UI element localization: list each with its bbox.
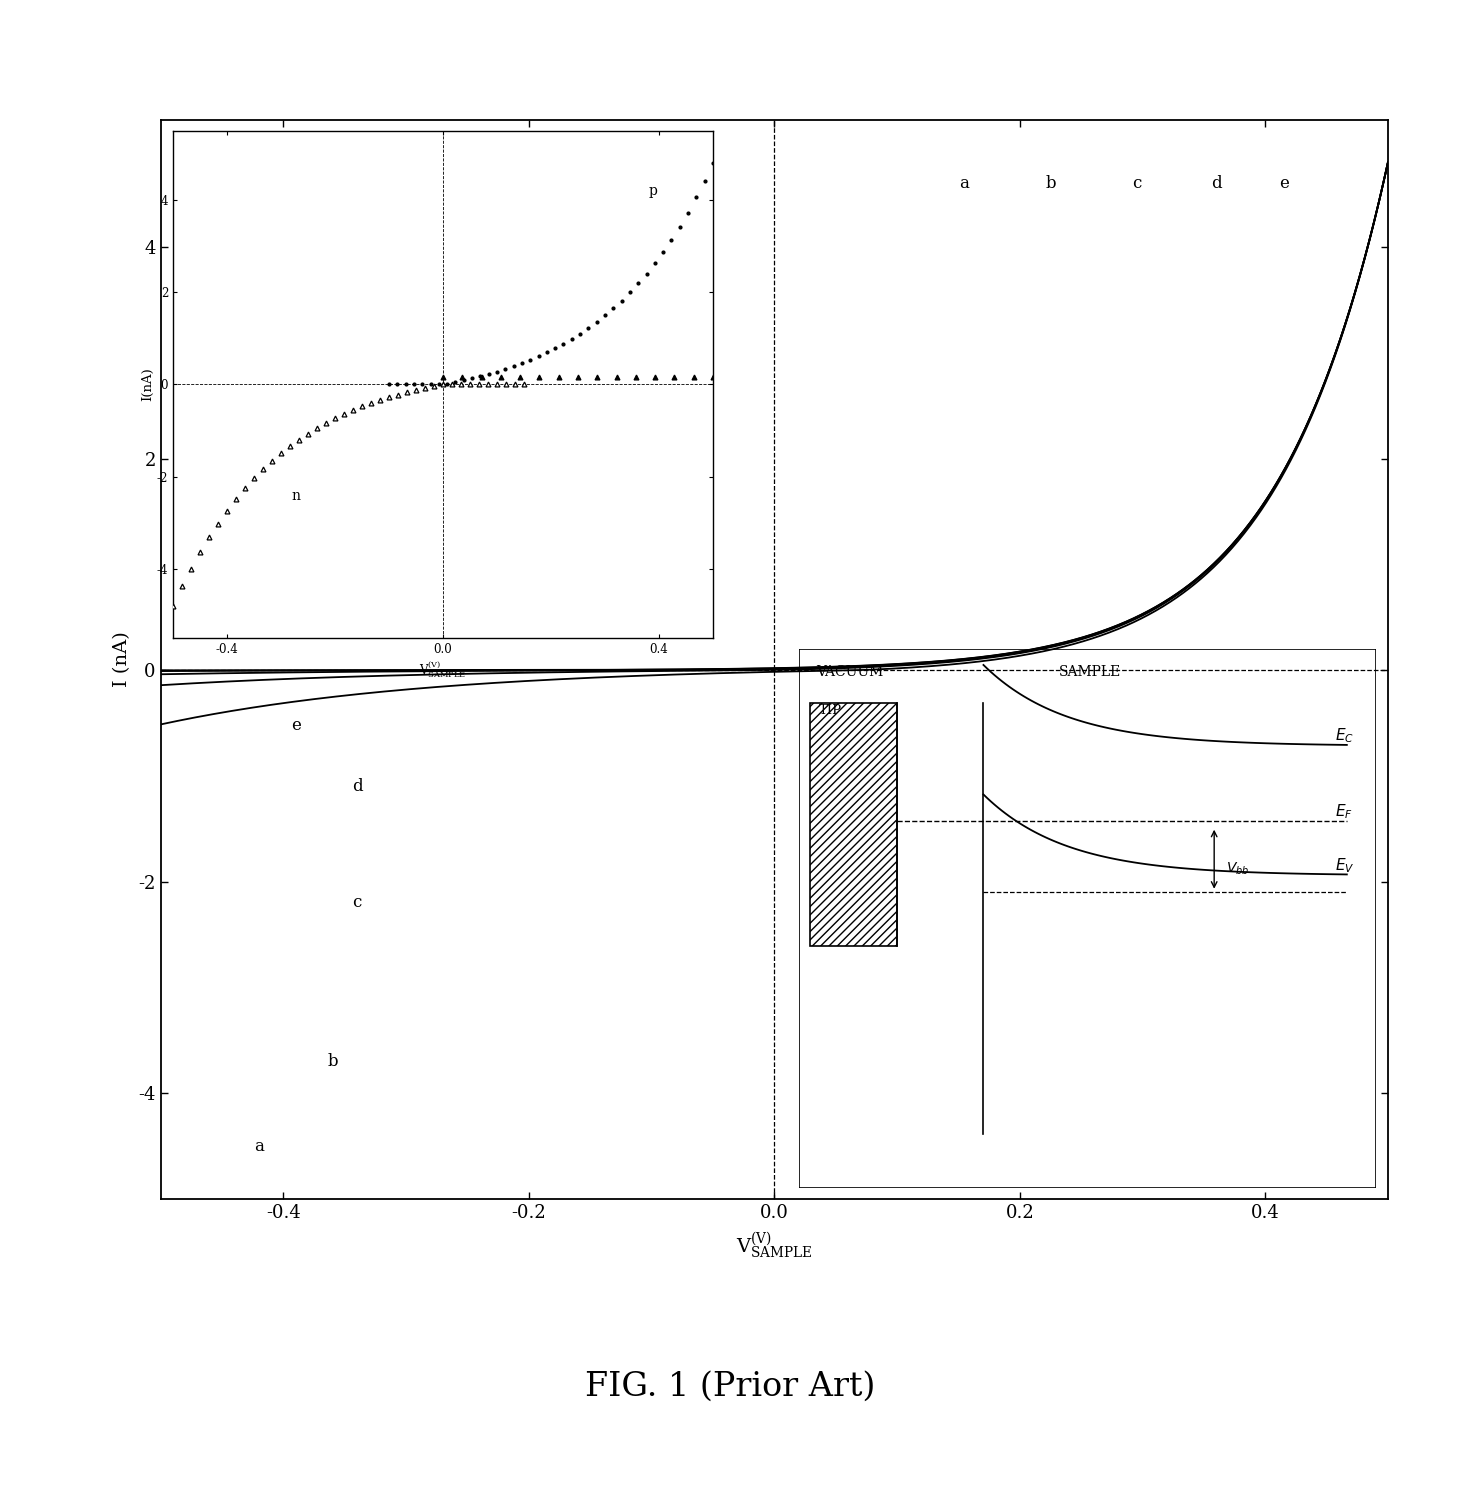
Text: d: d: [352, 778, 362, 794]
Text: a: a: [960, 175, 970, 192]
Text: e: e: [291, 717, 301, 733]
Text: FIG. 1 (Prior Art): FIG. 1 (Prior Art): [586, 1370, 875, 1403]
Text: c: c: [352, 895, 362, 911]
Text: c: c: [1132, 175, 1141, 192]
Text: d: d: [1211, 175, 1221, 192]
Text: b: b: [327, 1054, 337, 1070]
Text: b: b: [1045, 175, 1056, 192]
Text: e: e: [1278, 175, 1289, 192]
Text: a: a: [254, 1138, 264, 1154]
Y-axis label: I (nA): I (nA): [114, 631, 131, 688]
X-axis label: V$_{\mathregular{SAMPLE}}^{\mathregular{(V)}}$: V$_{\mathregular{SAMPLE}}^{\mathregular{…: [736, 1231, 812, 1261]
